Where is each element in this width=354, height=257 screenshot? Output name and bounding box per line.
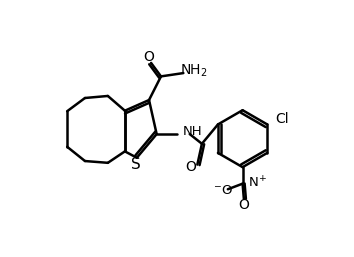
- Text: Cl: Cl: [275, 112, 289, 126]
- Text: NH: NH: [183, 125, 202, 138]
- Text: O: O: [239, 198, 249, 212]
- Text: N$^{+}$: N$^{+}$: [248, 176, 267, 191]
- Text: $^{-}$O: $^{-}$O: [213, 184, 233, 197]
- Text: S: S: [131, 157, 141, 172]
- Text: O: O: [185, 160, 196, 174]
- Text: NH$_2$: NH$_2$: [180, 63, 208, 79]
- Text: O: O: [143, 50, 154, 63]
